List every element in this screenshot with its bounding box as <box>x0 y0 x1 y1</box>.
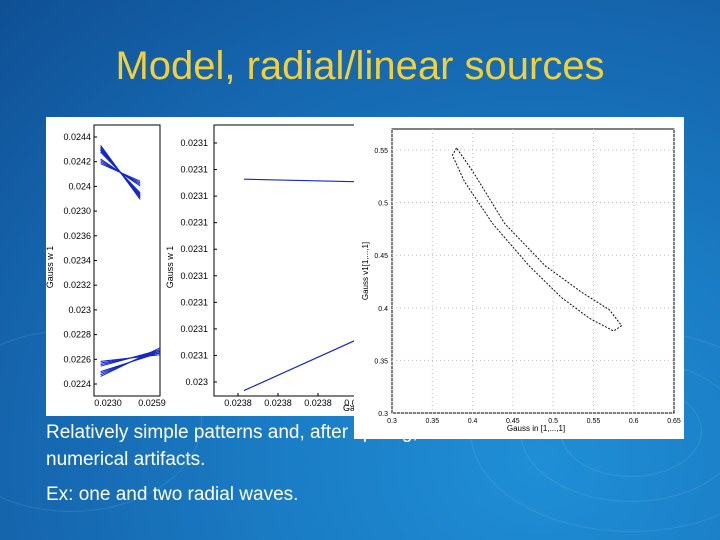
left-ytick-label: 0.0230 <box>63 206 91 216</box>
right-xtick-label: 0.5 <box>548 418 558 425</box>
right-ytick-label: 0.45 <box>374 253 388 260</box>
middle-plot: Gauss w 1 0.0231 0.0231 0.0231 0.0231 0.0231… <box>165 117 372 416</box>
right-ytick-label: 0.55 <box>374 148 388 155</box>
middle-xtick-label: 0.0238 <box>264 398 292 408</box>
left-ytick-label: 0.0224 <box>63 379 91 389</box>
middle-xlabel: Ga <box>343 403 354 413</box>
left-xtick-label: 0.0230 <box>94 398 122 408</box>
body-line-3: Ex: one and two radial waves. <box>46 484 299 505</box>
left-ytick-label: 0.0244 <box>63 132 91 142</box>
right-series-loop <box>451 147 623 332</box>
middle-ytick-label: 0.0231 <box>180 271 208 281</box>
middle-ylabel: Gauss w 1 <box>166 246 175 289</box>
right-plot: Gauss v1[1,...,1] Gauss in [1,...,1] 0.5… <box>354 117 684 439</box>
slide-title: Model, radial/linear sources <box>115 44 605 88</box>
left-plot: Gauss w 1 0.0244 0.0242 0.024 0.0230 0.0236 0… <box>45 117 166 416</box>
middle-ytick-label: 0.023 <box>185 377 208 387</box>
right-ylabel: Gauss v1[1,...,1] <box>361 242 370 300</box>
left-ytick-label: 0.0228 <box>63 330 91 340</box>
right-xtick-label: 0.4 <box>468 418 478 425</box>
right-xtick-label: 0.55 <box>587 418 601 425</box>
left-ytick-label: 0.0236 <box>63 231 91 241</box>
middle-ytick-label: 0.0231 <box>180 165 208 175</box>
left-ytick-label: 0.023 <box>68 305 91 315</box>
middle-ytick-label: 0.0231 <box>180 244 208 254</box>
right-ytick-label: 0.3 <box>378 411 388 418</box>
middle-ytick-label: 0.0231 <box>180 218 208 228</box>
middle-xtick-label: 0.0238 <box>224 398 252 408</box>
body-line-1: Relatively simple patterns and, after sp… <box>46 422 418 443</box>
right-xlabel: Gauss in [1,...,1] <box>507 424 565 433</box>
right-xtick-label: 0.65 <box>667 418 681 425</box>
right-xtick-label: 0.6 <box>629 418 639 425</box>
left-ytick-label: 0.0234 <box>63 256 91 266</box>
left-ytick-label: 0.0232 <box>63 280 91 290</box>
middle-xtick-label: 0.0238 <box>304 398 332 408</box>
middle-ytick-label: 0.0231 <box>180 350 208 360</box>
middle-ytick-label: 0.0231 <box>180 191 208 201</box>
right-ytick-label: 0.4 <box>378 306 388 313</box>
left-ytick-label: 0.0226 <box>63 354 91 364</box>
left-series-line <box>100 163 141 182</box>
right-xtick-label: 0.45 <box>506 418 520 425</box>
middle-ytick-label: 0.0231 <box>180 324 208 334</box>
middle-ytick-label: 0.0231 <box>180 297 208 307</box>
left-ylabel: Gauss w 1 <box>46 246 55 289</box>
right-plot-axes-box <box>391 128 675 414</box>
right-xtick-label: 0.35 <box>425 418 439 425</box>
left-ytick-label: 0.0242 <box>63 157 91 167</box>
right-xtick-label: 0.3 <box>387 418 397 425</box>
left-xtick-label: 0.0259 <box>138 398 166 408</box>
body-line-2: numerical artifacts. <box>46 449 206 470</box>
left-ytick-label: 0.024 <box>68 181 91 191</box>
left-series-line <box>100 347 161 377</box>
middle-ytick-label: 0.0231 <box>180 138 208 148</box>
right-ytick-label: 0.5 <box>378 201 388 208</box>
middle-plot-axes-box <box>213 124 365 397</box>
right-ytick-label: 0.35 <box>374 358 388 365</box>
middle-series-line <box>243 335 365 392</box>
middle-series-line <box>243 178 365 183</box>
